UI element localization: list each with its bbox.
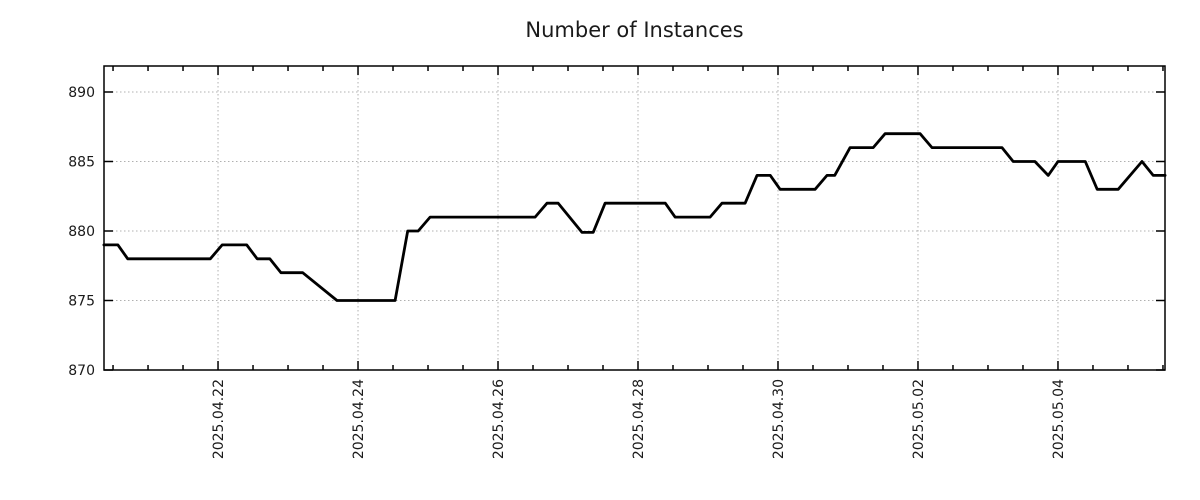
x-tick-label: 2025.04.30 [771,379,787,459]
x-tick-label: 2025.05.04 [1051,379,1067,459]
y-tick-label: 880 [68,224,95,240]
x-tick-label: 2025.04.28 [631,379,647,459]
x-tick-label: 2025.04.22 [211,379,227,459]
plot-border [103,65,1166,371]
y-tick-label: 890 [68,85,95,101]
data-line-instances [102,132,1167,302]
y-tick-label: 875 [68,293,95,309]
chart-title: Number of Instances [525,18,744,42]
y-tick-label: 885 [68,154,95,170]
x-tick-label: 2025.04.24 [351,379,367,459]
y-tick-label: 870 [68,363,95,379]
x-tick-label: 2025.05.02 [911,379,927,459]
x-tick-label: 2025.04.26 [491,379,507,459]
